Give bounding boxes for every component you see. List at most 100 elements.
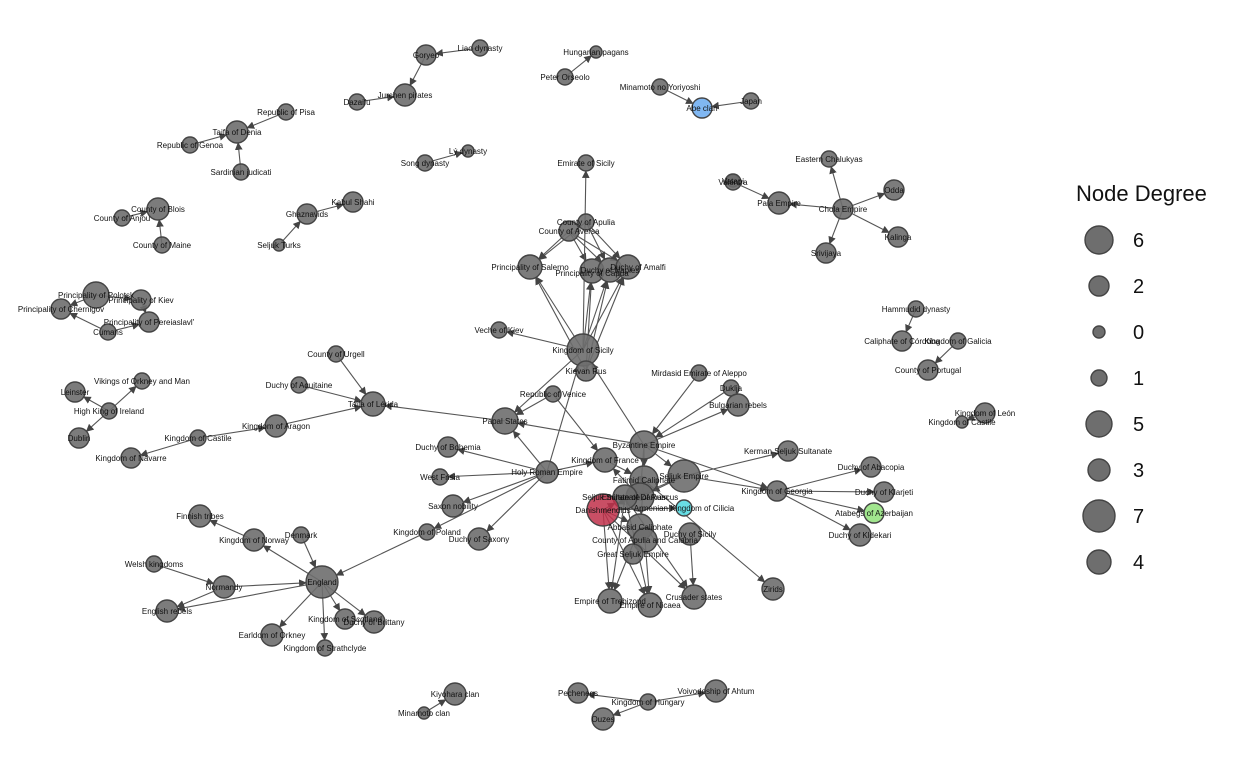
node-dazaifu[interactable] [348,93,366,111]
node-minamoto_clan[interactable] [417,706,431,720]
node-orkney_vikings[interactable] [133,372,151,390]
node-strathclyde[interactable] [316,639,334,657]
node-scotland[interactable] [334,608,356,630]
node-ahtum[interactable] [704,679,728,703]
node-cumans[interactable] [99,323,117,341]
node-amalfi[interactable] [615,254,641,280]
node-taifa_denia[interactable] [225,120,249,144]
node-dublin[interactable] [68,427,90,449]
node-kalinga[interactable] [887,226,909,248]
node-anjou[interactable] [113,209,131,227]
node-kerman[interactable] [777,440,799,462]
node-papal[interactable] [491,407,519,435]
node-byzantine[interactable] [629,430,659,460]
node-zirids[interactable] [761,577,785,601]
node-veche[interactable] [490,321,508,339]
node-west_frisia[interactable] [431,468,449,486]
node-saxony[interactable] [467,527,491,551]
node-klarjeti[interactable] [873,481,895,503]
node-valentra[interactable] [724,173,742,191]
node-pisa[interactable] [277,103,295,121]
node-kievan_rus[interactable] [575,360,597,382]
node-leinster[interactable] [64,381,86,403]
node-crusader[interactable] [681,584,707,610]
node-denmark[interactable] [292,526,310,544]
node-leon[interactable] [974,402,996,424]
node-saxon_nobility[interactable] [441,494,465,518]
node-england[interactable] [305,565,339,599]
node-seljuk_empire[interactable] [667,459,701,493]
node-georgia[interactable] [766,480,788,502]
node-hungpag[interactable] [589,45,603,59]
node-english_rebels[interactable] [155,599,179,623]
node-orseolo[interactable] [556,68,574,86]
node-high_king[interactable] [100,402,118,420]
node-normandy[interactable] [212,575,236,599]
node-yoriyoshi[interactable] [651,78,669,96]
node-ly[interactable] [461,144,475,158]
node-mirdasid[interactable] [690,364,708,382]
node-urgell[interactable] [327,345,345,363]
node-seljuk_turks[interactable] [272,238,286,252]
node-eastern_chalukyas[interactable] [820,150,838,168]
node-orkney[interactable] [260,623,284,647]
node-france[interactable] [592,447,618,473]
node-trebizond[interactable] [597,588,623,614]
node-cordoba[interactable] [891,330,913,352]
node-castile[interactable] [189,429,207,447]
node-polotsk[interactable] [82,281,110,309]
node-great_seljuk[interactable] [622,543,644,565]
node-bohemia[interactable] [437,436,459,458]
node-kiev[interactable] [130,289,152,311]
node-poland[interactable] [418,523,436,541]
node-venice[interactable] [544,385,562,403]
node-navarre[interactable] [120,447,142,469]
node-chernigov[interactable] [50,298,72,320]
node-brittany[interactable] [362,610,386,634]
node-liao[interactable] [471,39,489,57]
node-sicily_duchy[interactable] [678,522,702,546]
node-srivijaya[interactable] [815,242,837,264]
node-abe[interactable] [691,97,713,119]
node-pechenegs[interactable] [567,682,589,704]
node-song[interactable] [416,154,434,172]
node-jurchen[interactable] [393,83,417,107]
node-pereiaslavl[interactable] [138,311,160,333]
node-genoa[interactable] [181,136,199,154]
node-japan[interactable] [742,92,760,110]
node-aversa[interactable] [558,220,580,242]
node-aragon[interactable] [264,414,288,438]
node-kldekari[interactable] [848,523,872,547]
node-bulgarian[interactable] [726,393,750,417]
node-azerbaijan[interactable] [863,502,885,524]
node-blois[interactable] [146,197,170,221]
node-galicia[interactable] [949,332,967,350]
node-ouzes[interactable] [591,707,615,731]
node-chola[interactable] [832,198,854,220]
node-ghaznavids[interactable] [296,203,318,225]
node-sardinia[interactable] [232,163,250,181]
node-odda[interactable] [883,179,905,201]
node-hammudid[interactable] [907,300,925,318]
node-cilicia[interactable] [675,499,693,517]
node-aquitaine[interactable] [290,376,308,394]
node-portugal[interactable] [917,359,939,381]
node-taifa_lerida[interactable] [360,391,386,417]
node-salerno[interactable] [517,254,543,280]
node-norway[interactable] [242,528,266,552]
node-emirate_sicily[interactable] [577,154,595,172]
node-hungary[interactable] [639,693,657,711]
node-abkhazia[interactable] [860,456,882,478]
node-goryeo[interactable] [415,44,437,66]
node-finnish[interactable] [188,504,212,528]
node-apulia[interactable] [577,213,595,231]
node-castile2[interactable] [955,415,969,429]
node-welsh[interactable] [145,555,163,573]
node-maine[interactable] [153,236,171,254]
node-nicaea[interactable] [637,592,663,618]
node-kiyohara[interactable] [443,682,467,706]
node-hre[interactable] [535,460,559,484]
node-danishmendids[interactable] [586,493,620,527]
node-pala[interactable] [767,191,791,215]
node-kabul[interactable] [342,191,364,213]
